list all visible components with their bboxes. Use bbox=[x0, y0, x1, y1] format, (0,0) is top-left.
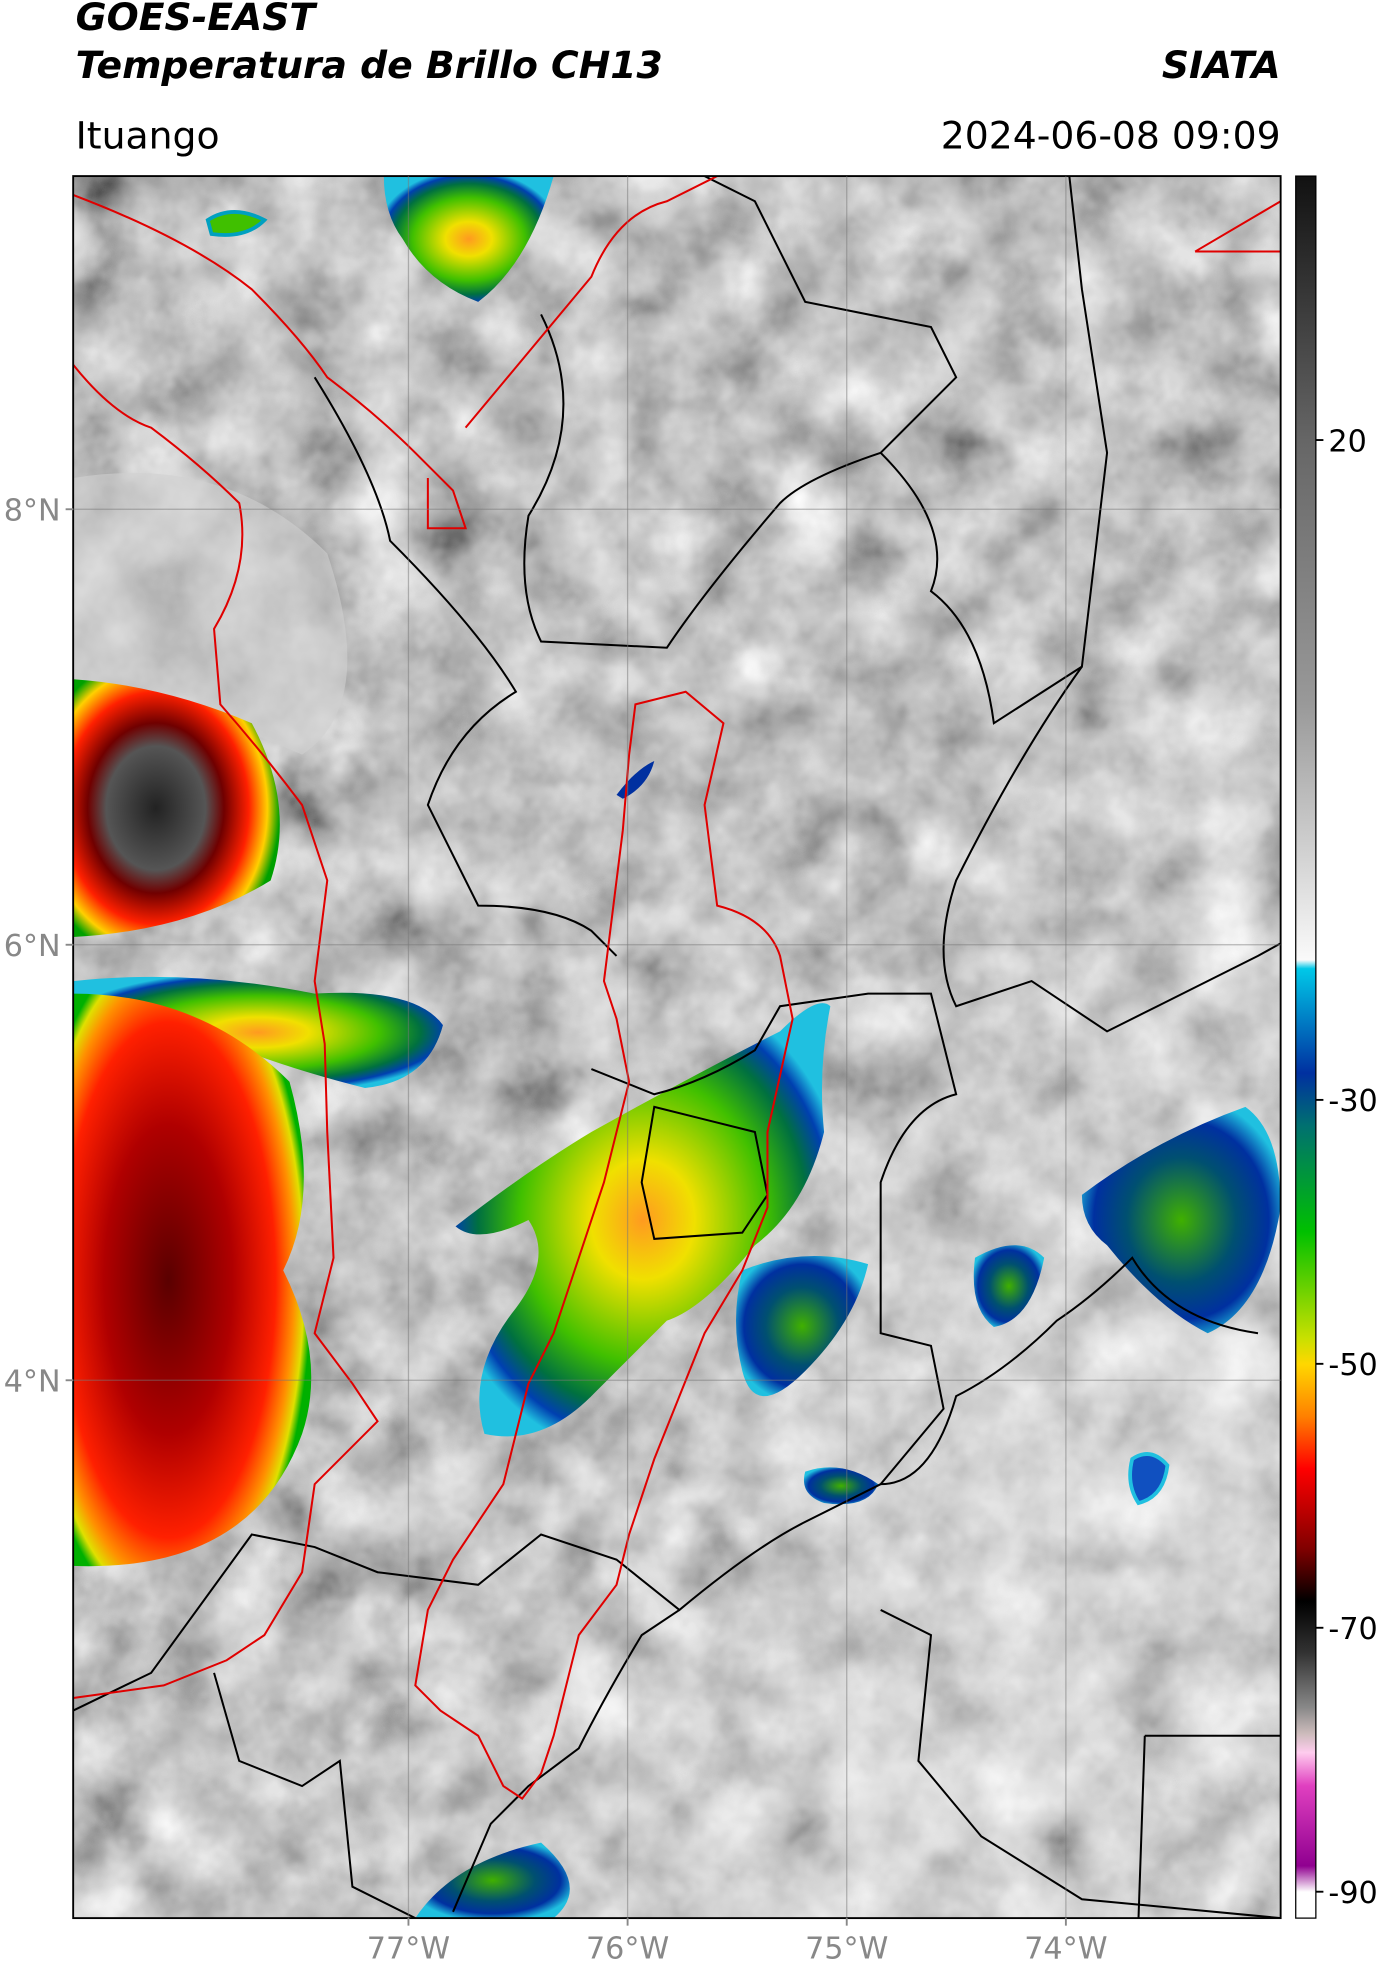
storm-cell bbox=[973, 1245, 1045, 1327]
storm-cell bbox=[415, 1842, 570, 1919]
x-tick-label: 75°W bbox=[805, 1931, 888, 1966]
location-label: Ituango bbox=[76, 113, 220, 157]
colorbar-tick-label: -50 bbox=[1328, 1348, 1377, 1383]
storm-cell bbox=[455, 1003, 831, 1437]
colorbar-tick-label: 20 bbox=[1328, 424, 1366, 459]
map-frame bbox=[72, 175, 1282, 1920]
y-tick-label: 4°N bbox=[4, 1365, 61, 1400]
y-tick-label: 8°N bbox=[4, 494, 61, 529]
storm-cell bbox=[205, 210, 268, 237]
colorbar bbox=[1295, 175, 1317, 1919]
x-tick-label: 74°W bbox=[1024, 1931, 1107, 1966]
storm-cell bbox=[1081, 1106, 1281, 1334]
storm-cell bbox=[383, 176, 554, 302]
storm-cell bbox=[73, 679, 280, 938]
product-title: Temperatura de Brillo CH13 bbox=[76, 43, 663, 87]
map bbox=[73, 176, 1281, 1919]
region-borders bbox=[73, 176, 1281, 1800]
timestamp-label: 2024-06-08 09:09 bbox=[941, 113, 1281, 157]
y-tick-label: 6°N bbox=[4, 929, 61, 964]
admin-borders bbox=[73, 176, 1281, 1919]
storm-cell bbox=[1128, 1452, 1170, 1506]
colorbar-tick-label: -30 bbox=[1328, 1084, 1377, 1119]
colorbar-scale bbox=[1295, 175, 1317, 1919]
storm-cell bbox=[73, 993, 312, 1567]
colorbar-tick-label: -90 bbox=[1328, 1876, 1377, 1911]
colorbar-tick-label: -70 bbox=[1328, 1612, 1377, 1647]
satellite-title: GOES-EAST bbox=[76, 0, 319, 39]
storm-cell bbox=[736, 1255, 869, 1397]
cloud-light bbox=[73, 472, 348, 755]
x-tick-label: 77°W bbox=[367, 1931, 450, 1966]
x-tick-label: 76°W bbox=[586, 1931, 669, 1966]
storm-band bbox=[73, 976, 443, 1088]
source-label: SIATA bbox=[1162, 43, 1281, 87]
